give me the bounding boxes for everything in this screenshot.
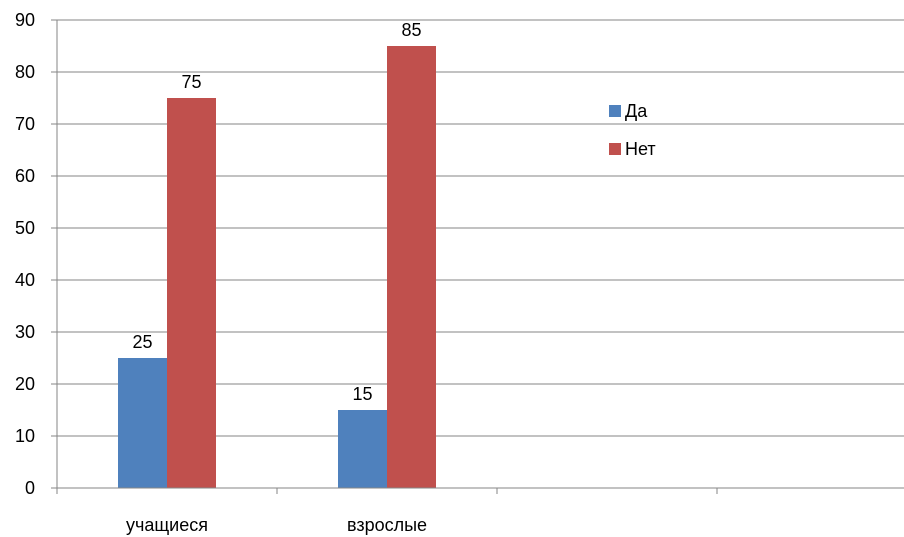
y-tick-label: 10: [15, 426, 35, 446]
y-tick-label: 80: [15, 62, 35, 82]
y-tick-label: 0: [25, 478, 35, 498]
bar: [387, 46, 436, 488]
x-category-label: учащиеся: [126, 515, 208, 535]
data-label: 15: [352, 384, 372, 404]
y-axis-ticks: 0 10 20 30 40 50 60 70 80 90: [15, 10, 58, 498]
bar: [338, 410, 387, 488]
bar: [118, 358, 167, 488]
y-tick-label: 70: [15, 114, 35, 134]
legend-label: Нет: [625, 139, 656, 159]
legend-label: Да: [625, 101, 648, 121]
bars: [118, 46, 436, 488]
data-label: 75: [181, 72, 201, 92]
x-axis: учащиеся взрослые: [56, 487, 904, 535]
y-tick-label: 50: [15, 218, 35, 238]
x-category-label: взрослые: [347, 515, 427, 535]
bar: [167, 98, 216, 488]
y-tick-label: 40: [15, 270, 35, 290]
legend-swatch: [609, 143, 621, 155]
y-tick-label: 20: [15, 374, 35, 394]
legend-swatch: [609, 105, 621, 117]
legend: Да Нет: [609, 101, 656, 159]
y-tick-label: 30: [15, 322, 35, 342]
data-label: 85: [401, 20, 421, 40]
y-tick-label: 90: [15, 10, 35, 30]
data-labels: 25 75 15 85: [132, 20, 421, 404]
y-tick-label: 60: [15, 166, 35, 186]
data-label: 25: [132, 332, 152, 352]
